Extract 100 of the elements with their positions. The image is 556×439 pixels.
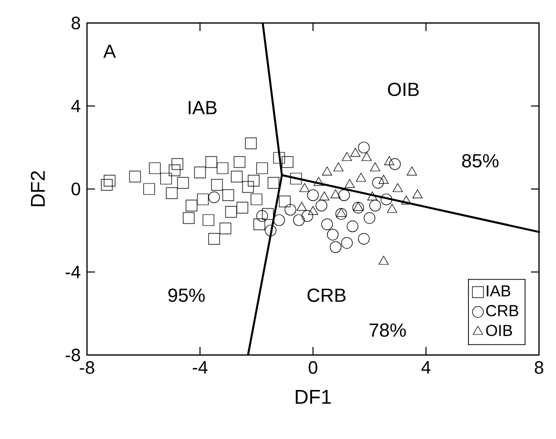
point <box>129 170 141 182</box>
point <box>372 176 384 189</box>
point <box>242 181 254 193</box>
point <box>256 210 268 222</box>
point <box>370 162 380 172</box>
x-tick-label: -4 <box>192 361 208 374</box>
point <box>230 170 243 182</box>
point <box>168 164 180 176</box>
point <box>336 208 346 217</box>
point <box>378 174 389 184</box>
point <box>392 183 403 192</box>
annotation: 95% <box>168 288 205 302</box>
x-tick-label: 8 <box>534 361 544 374</box>
point <box>225 206 237 218</box>
y-tick-label: -8 <box>66 348 80 362</box>
x-tick-label: 0 <box>308 361 318 374</box>
point <box>412 189 423 198</box>
point <box>319 191 330 200</box>
point <box>316 200 328 212</box>
point <box>356 172 366 182</box>
point <box>208 232 220 245</box>
legend-label: IAB <box>486 285 510 296</box>
point <box>362 152 372 161</box>
point <box>268 176 280 189</box>
point <box>248 174 260 186</box>
point <box>256 162 268 174</box>
point <box>380 194 392 206</box>
y-tick-label: 4 <box>71 100 80 112</box>
point <box>250 194 262 206</box>
point <box>222 189 234 202</box>
x-tick-label: 4 <box>421 361 430 374</box>
y-tick-label: 8 <box>72 16 80 30</box>
point <box>384 156 394 166</box>
annotation: OIB <box>388 82 419 96</box>
point <box>166 187 178 199</box>
point <box>296 202 307 211</box>
point <box>342 152 352 161</box>
point <box>389 158 401 170</box>
point <box>234 156 246 168</box>
annotation: CRB <box>308 288 346 302</box>
point <box>302 210 314 222</box>
point <box>282 156 294 168</box>
point <box>314 176 324 186</box>
point <box>344 179 355 188</box>
x-axis-title: DF1 <box>296 390 331 404</box>
point <box>284 204 296 216</box>
point <box>148 162 161 174</box>
point <box>364 212 376 224</box>
point <box>330 241 342 253</box>
point <box>182 212 194 224</box>
point <box>254 218 266 230</box>
point <box>262 208 274 220</box>
point <box>367 191 378 200</box>
annotation: A <box>103 44 116 58</box>
point <box>333 162 344 172</box>
point <box>197 194 209 206</box>
point <box>321 218 333 230</box>
point <box>245 138 257 150</box>
y-tick-label: 0 <box>72 182 80 196</box>
point <box>143 183 155 195</box>
point <box>322 166 332 176</box>
point <box>293 214 305 226</box>
point <box>100 179 113 191</box>
point <box>378 256 389 265</box>
point <box>338 189 350 202</box>
point <box>194 166 206 178</box>
point <box>172 158 184 170</box>
point <box>220 222 232 234</box>
point <box>273 152 285 164</box>
point <box>208 191 220 204</box>
point <box>330 189 341 198</box>
point <box>160 172 172 184</box>
legend-label: CRB <box>486 305 518 316</box>
legend-label: OIB <box>486 324 512 336</box>
point <box>369 200 381 212</box>
point <box>387 204 398 213</box>
point <box>264 224 276 236</box>
point <box>205 156 218 168</box>
point <box>341 237 353 249</box>
point <box>401 196 412 204</box>
point <box>346 220 358 232</box>
point <box>308 206 318 215</box>
point <box>290 172 302 184</box>
point <box>406 166 417 176</box>
annotation: IAB <box>188 101 217 114</box>
point <box>350 148 360 157</box>
point <box>352 202 364 214</box>
point <box>202 214 214 226</box>
y-axis-title: DF2 <box>30 171 45 206</box>
point <box>273 214 285 226</box>
annotation: 85% <box>462 154 498 168</box>
point <box>278 196 291 208</box>
point <box>236 202 248 214</box>
point <box>211 179 223 191</box>
point <box>307 189 319 202</box>
point <box>177 176 189 189</box>
y-tick-label: -4 <box>66 266 80 278</box>
annotation: 78% <box>370 323 406 337</box>
point <box>358 232 370 245</box>
x-tick-label: -8 <box>80 361 94 374</box>
